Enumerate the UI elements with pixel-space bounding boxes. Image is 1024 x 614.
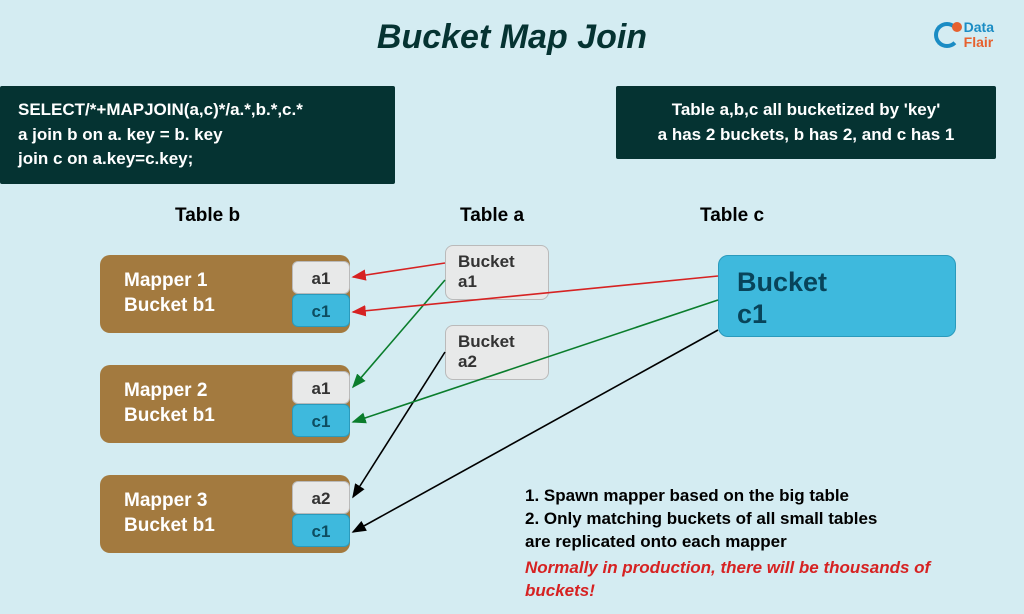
info-panel: Table a,b,c all bucketized by 'key' a ha… [616,86,996,159]
note-2b: are replicated onto each mapper [525,531,995,554]
slot-a: a1 [292,261,350,294]
mapper-line2: Bucket b1 [124,515,215,536]
slot-c: c1 [292,404,350,437]
logo: Data Flair [934,20,994,49]
slot-a: a2 [292,481,350,514]
info-line2: a has 2 buckets, b has 2, and c has 1 [658,125,955,144]
mapper-3: Mapper 3 Bucket b1 a2c1 [100,475,350,553]
slot-c: c1 [292,294,350,327]
logo-icon [934,22,960,48]
notes: 1. Spawn mapper based on the big table 2… [525,485,995,603]
mapper-line1: Mapper 2 [124,380,207,401]
mapper-2: Mapper 2 Bucket b1 a1c1 [100,365,350,443]
arrow [353,352,445,497]
mapper-1: Mapper 1 Bucket b1 a1c1 [100,255,350,333]
note-2: 2. Only matching buckets of all small ta… [525,508,995,531]
bucket-c: Bucket c1 [718,255,956,337]
info-line1: Table a,b,c all bucketized by 'key' [672,100,941,119]
logo-text: Data Flair [964,20,994,49]
mapper-line1: Mapper 3 [124,490,207,511]
bucket-a2: Bucket a2 [445,325,549,380]
sql-line3: join c on a.key=c.key; [18,149,193,168]
mapper-line2: Bucket b1 [124,295,215,316]
mapper-line2: Bucket b1 [124,405,215,426]
sql-line1: SELECT/*+MAPJOIN(a,c)*/a.*,b.*,c.* [18,100,303,119]
arrow [353,263,445,277]
mapper-line1: Mapper 1 [124,270,207,291]
slot-a: a1 [292,371,350,404]
col-b-label: Table b [175,205,240,227]
page-title: Bucket Map Join [0,18,1024,57]
col-c-label: Table c [700,205,764,227]
sql-panel: SELECT/*+MAPJOIN(a,c)*/a.*,b.*,c.* a joi… [0,86,395,184]
sql-line2: a join b on a. key = b. key [18,125,223,144]
slot-c: c1 [292,514,350,547]
arrow [353,280,445,387]
note-1: 1. Spawn mapper based on the big table [525,485,995,508]
col-a-label: Table a [460,205,524,227]
note-warn: Normally in production, there will be th… [525,557,995,603]
bucket-a1: Bucket a1 [445,245,549,300]
